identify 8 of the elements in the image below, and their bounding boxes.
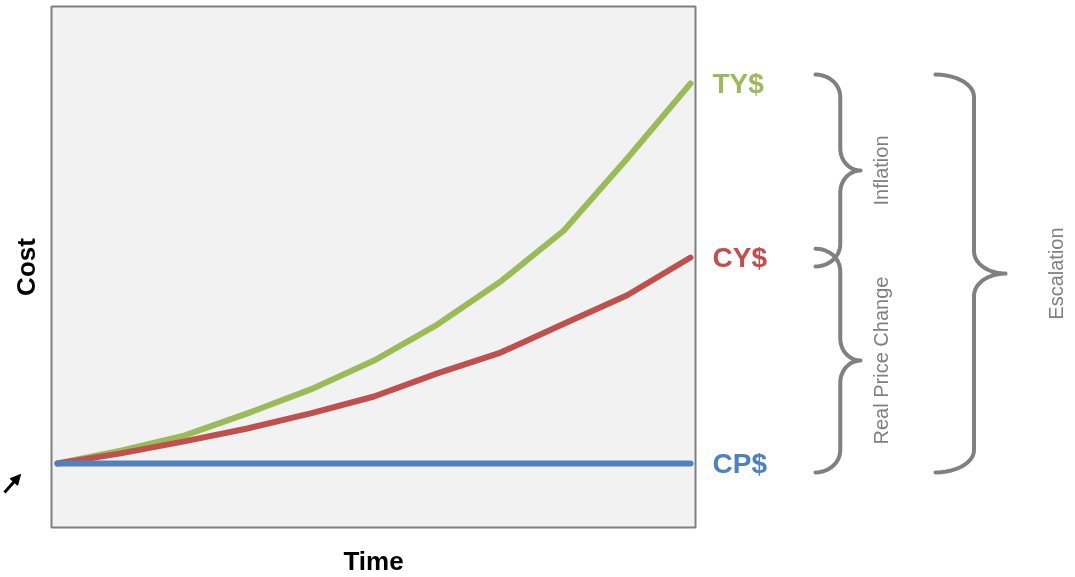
series-label: CY$ bbox=[712, 242, 768, 274]
text: Real Price Change bbox=[869, 276, 892, 445]
series-label: CP$ bbox=[712, 448, 768, 480]
x-axis-title: Time bbox=[343, 545, 404, 576]
series-label: TY$ bbox=[712, 68, 765, 99]
y-axis-title: Cost bbox=[10, 237, 41, 296]
text: Escalation bbox=[1044, 227, 1067, 320]
text: Inflation bbox=[869, 135, 892, 206]
